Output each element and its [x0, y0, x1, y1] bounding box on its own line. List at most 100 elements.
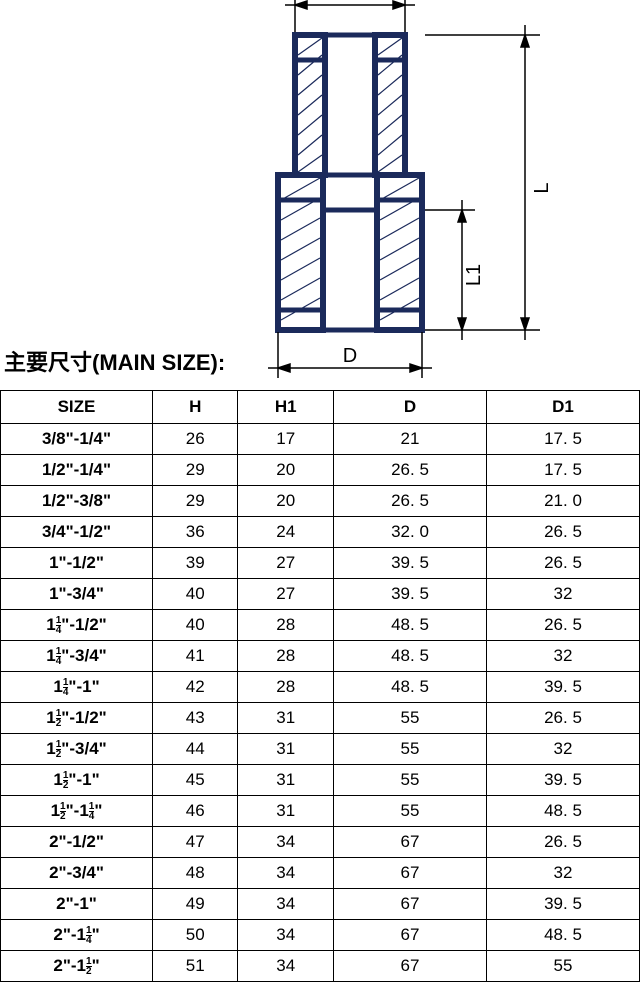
cell: 29	[153, 455, 238, 486]
cell-size: 2"-112"	[1, 951, 153, 982]
page: D1	[0, 0, 642, 982]
cell: 29	[153, 486, 238, 517]
cell: 32	[487, 734, 640, 765]
cell-size: 114"-1"	[1, 672, 153, 703]
cell: 67	[334, 858, 487, 889]
cell: 48. 5	[487, 920, 640, 951]
table-row: 2"-1"49346739. 5	[1, 889, 640, 920]
cell: 67	[334, 827, 487, 858]
cell: 45	[153, 765, 238, 796]
cell: 55	[334, 703, 487, 734]
cell: 26. 5	[334, 455, 487, 486]
cell: 24	[238, 517, 334, 548]
cell: 26	[153, 424, 238, 455]
cell: 17. 5	[487, 424, 640, 455]
cell-size: 2"-1/2"	[1, 827, 153, 858]
cell-size: 2"-3/4"	[1, 858, 153, 889]
cell: 48. 5	[334, 641, 487, 672]
table-row: 114"-3/4"412848. 532	[1, 641, 640, 672]
cell: 28	[238, 610, 334, 641]
cell: 55	[334, 796, 487, 827]
cell: 39. 5	[334, 579, 487, 610]
cell: 40	[153, 579, 238, 610]
cell: 31	[238, 765, 334, 796]
section-title: 主要尺寸(MAIN SIZE):	[4, 345, 225, 377]
cell-size: 1/2"-3/8"	[1, 486, 153, 517]
size-table: SIZE H H1 D D1 3/8"-1/4"26172117. 51/2"-…	[0, 390, 640, 982]
technical-drawing: D1	[0, 0, 642, 390]
cell: 67	[334, 920, 487, 951]
cell: 39. 5	[487, 765, 640, 796]
cell-size: 1/2"-1/4"	[1, 455, 153, 486]
table-row: 3/8"-1/4"26172117. 5	[1, 424, 640, 455]
cell: 49	[153, 889, 238, 920]
table-header-row: SIZE H H1 D D1	[1, 391, 640, 424]
table-row: 2"-112"51346755	[1, 951, 640, 982]
cell-size: 114"-1/2"	[1, 610, 153, 641]
cell: 26. 5	[487, 548, 640, 579]
cell: 32	[487, 858, 640, 889]
cell: 21. 0	[487, 486, 640, 517]
cell-size: 1"-3/4"	[1, 579, 153, 610]
cell: 32. 0	[334, 517, 487, 548]
cell: 34	[238, 920, 334, 951]
table-row: 114"-1/2"402848. 526. 5	[1, 610, 640, 641]
cell: 21	[334, 424, 487, 455]
cell: 26. 5	[487, 827, 640, 858]
cell: 34	[238, 951, 334, 982]
cell: 40	[153, 610, 238, 641]
cell: 47	[153, 827, 238, 858]
cell: 50	[153, 920, 238, 951]
cell: 28	[238, 641, 334, 672]
table-row: 1/2"-1/4"292026. 517. 5	[1, 455, 640, 486]
cell-size: 112"-1"	[1, 765, 153, 796]
dim-l-label: L	[531, 182, 553, 193]
cell: 43	[153, 703, 238, 734]
cell: 31	[238, 734, 334, 765]
table-row: 112"-1"45315539. 5	[1, 765, 640, 796]
cell: 39	[153, 548, 238, 579]
table-row: 112"-1/2"43315526. 5	[1, 703, 640, 734]
cell-size: 2"-1"	[1, 889, 153, 920]
cell: 48. 5	[334, 672, 487, 703]
cell-size: 112"-1/2"	[1, 703, 153, 734]
cell-size: 112"-114"	[1, 796, 153, 827]
cell: 67	[334, 889, 487, 920]
cell: 55	[334, 765, 487, 796]
table-row: 2"-114"50346748. 5	[1, 920, 640, 951]
cell: 36	[153, 517, 238, 548]
cell: 39. 5	[487, 672, 640, 703]
dim-d-label: D	[343, 345, 357, 367]
col-d1: D1	[487, 391, 640, 424]
cell: 27	[238, 548, 334, 579]
cell: 28	[238, 672, 334, 703]
table-row: 1"-1/2"392739. 526. 5	[1, 548, 640, 579]
cell: 55	[487, 951, 640, 982]
dim-d1-label: D1	[337, 0, 363, 5]
cell: 51	[153, 951, 238, 982]
table-row: 114"-1"422848. 539. 5	[1, 672, 640, 703]
col-size: SIZE	[1, 391, 153, 424]
cell: 32	[487, 579, 640, 610]
cell-size: 3/4"-1/2"	[1, 517, 153, 548]
cell: 34	[238, 827, 334, 858]
cell: 39. 5	[487, 889, 640, 920]
cell: 26. 5	[487, 703, 640, 734]
cell: 41	[153, 641, 238, 672]
cell-size: 2"-114"	[1, 920, 153, 951]
cell: 20	[238, 455, 334, 486]
cell: 26. 5	[487, 517, 640, 548]
cell-size: 3/8"-1/4"	[1, 424, 153, 455]
col-d: D	[334, 391, 487, 424]
cell: 34	[238, 858, 334, 889]
fitting-cross-section: D1	[200, 0, 600, 390]
col-h1: H1	[238, 391, 334, 424]
cell: 48. 5	[334, 610, 487, 641]
table-row: 2"-1/2"47346726. 5	[1, 827, 640, 858]
cell: 44	[153, 734, 238, 765]
cell: 48. 5	[487, 796, 640, 827]
table-row: 1"-3/4"402739. 532	[1, 579, 640, 610]
table-row: 1/2"-3/8"292026. 521. 0	[1, 486, 640, 517]
cell: 27	[238, 579, 334, 610]
cell: 31	[238, 703, 334, 734]
